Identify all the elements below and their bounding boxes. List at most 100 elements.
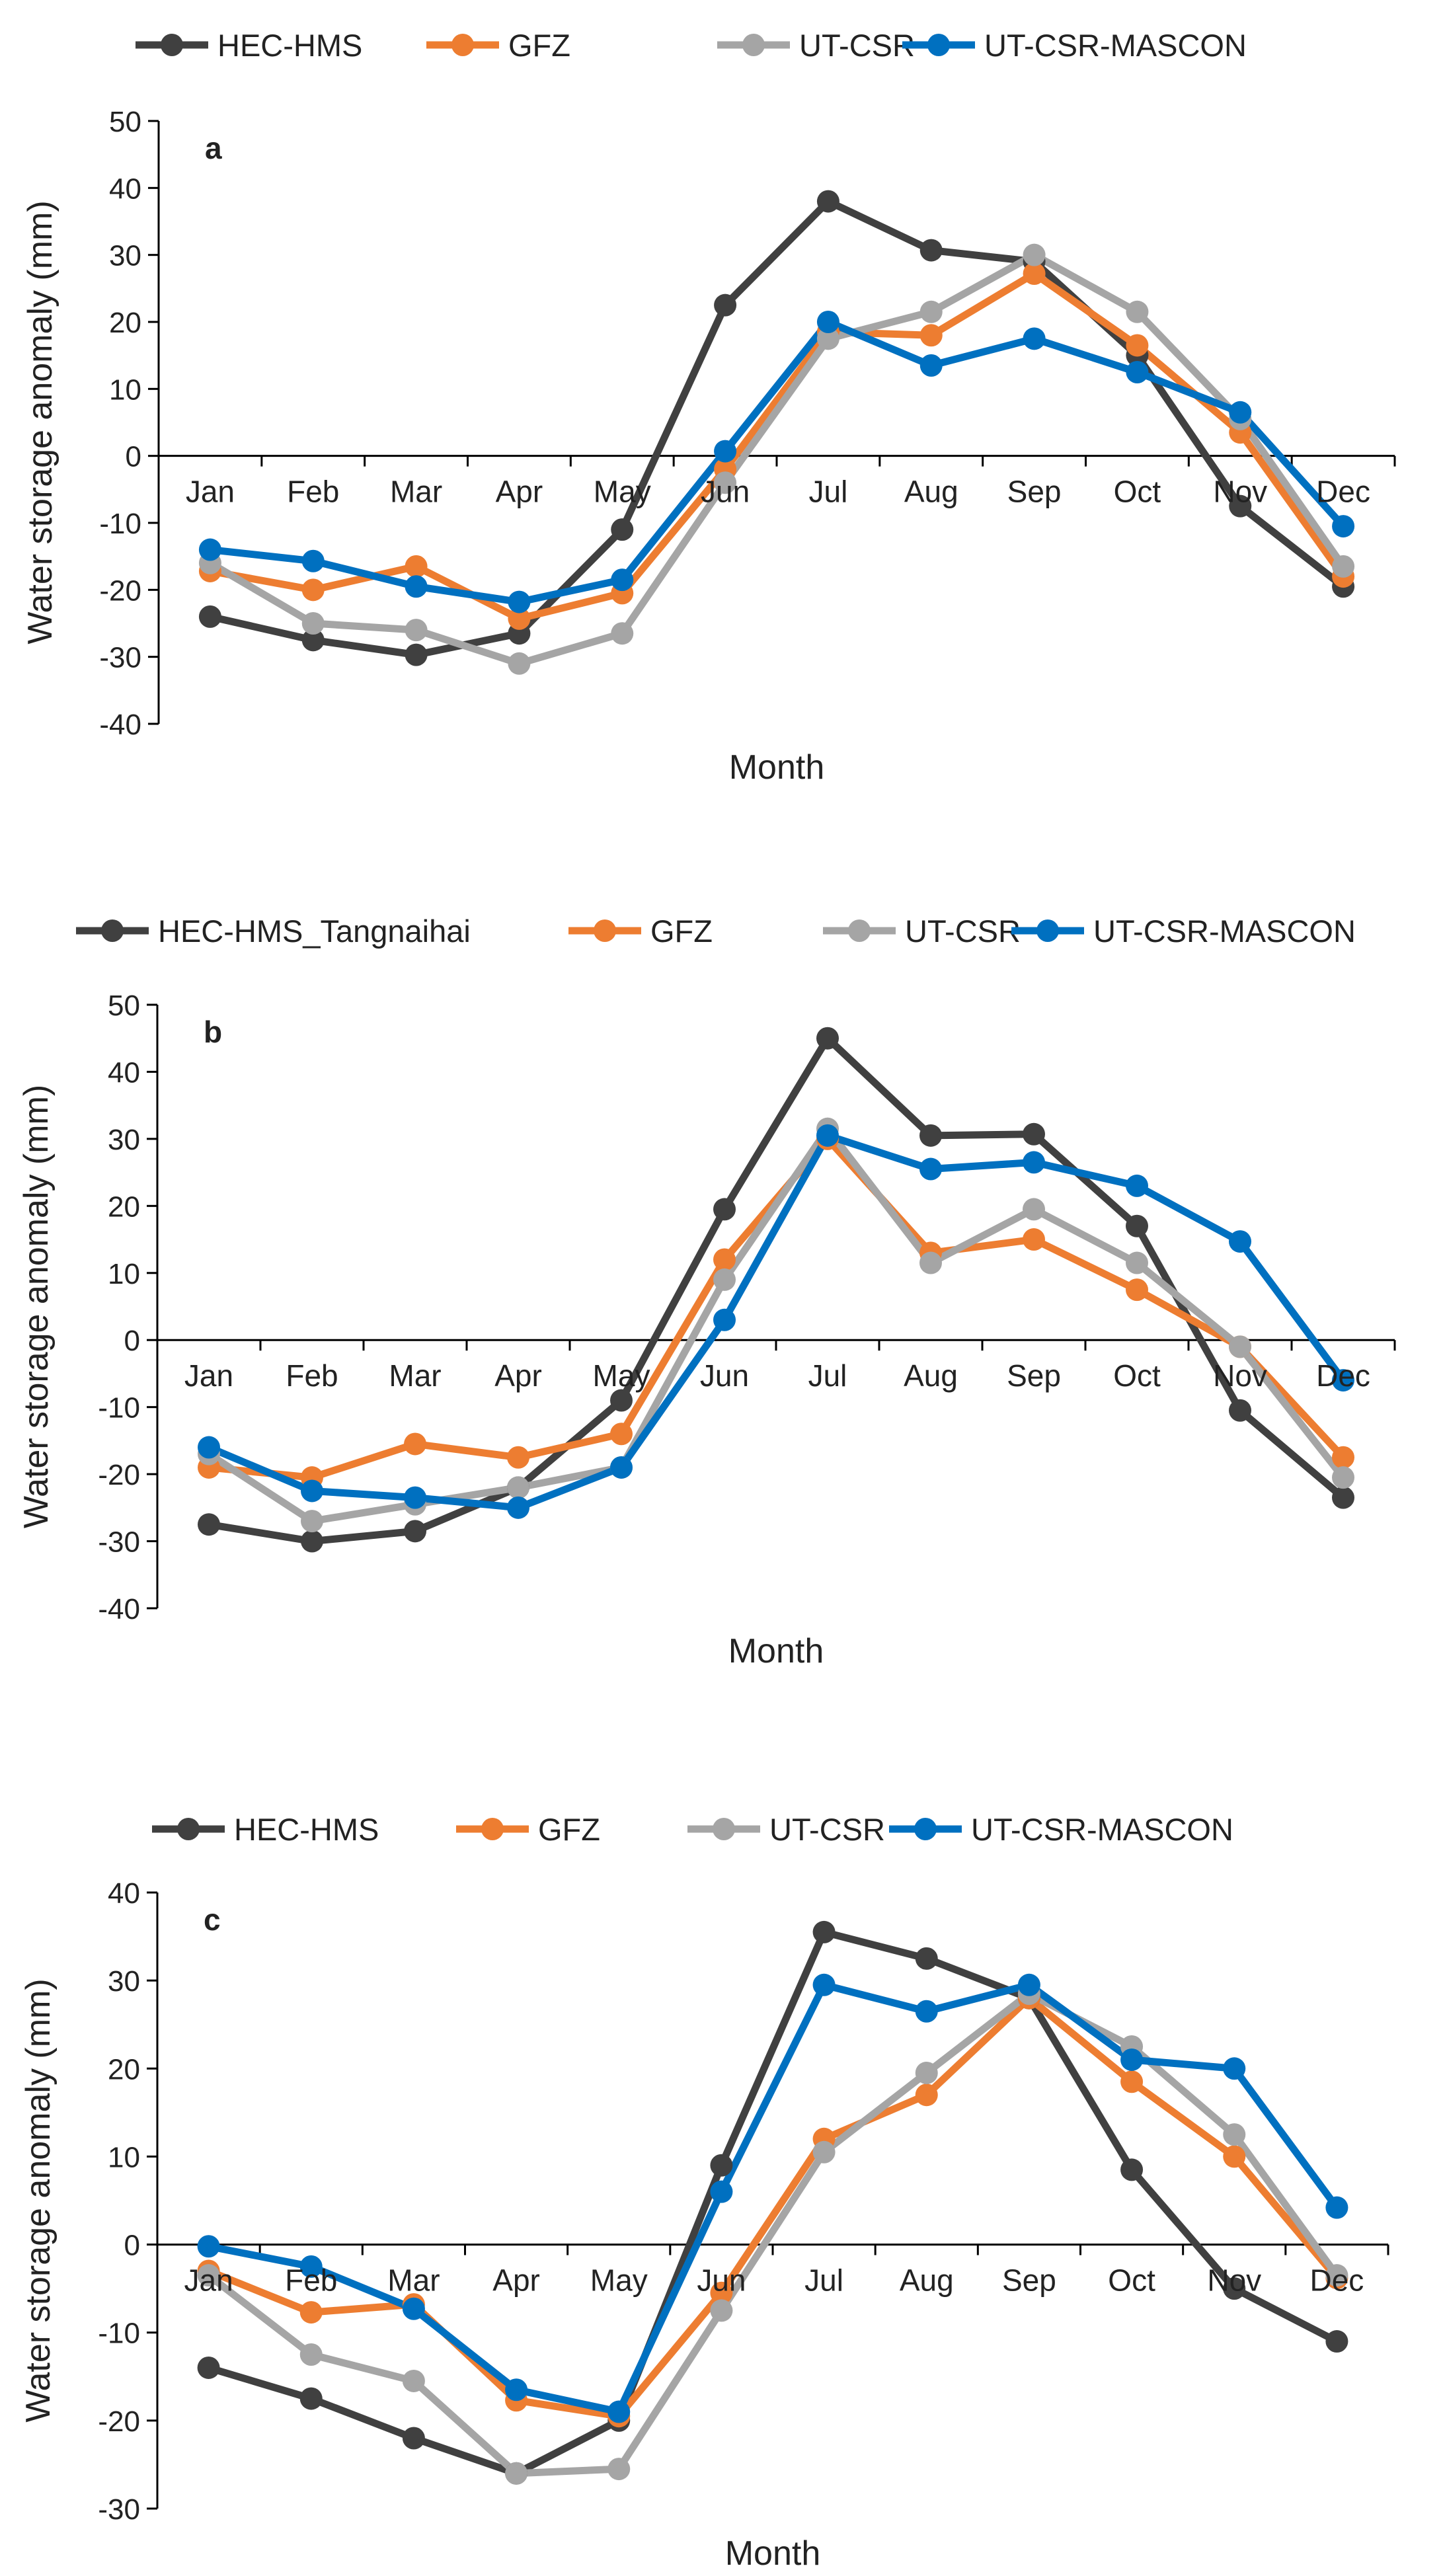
y-tick-label-c: -30 [98, 2493, 140, 2526]
data-point-a-ut-csr-mascon-sep [1023, 327, 1046, 350]
data-point-c-hec-hms-jul [812, 1920, 836, 1943]
series-line-b-gfz [205, 1135, 1347, 1481]
data-point-c-ut-csr-jun [710, 2299, 733, 2322]
data-point-a-ut-csr-may [611, 622, 634, 645]
data-point-a-gfz-oct [1126, 334, 1149, 357]
data-point-c-hec-hms-oct [1120, 2158, 1144, 2181]
y-tick-label-b: -40 [98, 1593, 140, 1625]
data-point-a-ut-csr-mascon-jun [714, 440, 737, 463]
data-point-c-ut-csr-mascon-jul [812, 1973, 836, 1996]
legend-label-b-ut-csr: UT-CSR [905, 914, 1021, 949]
x-tick-label-b: Jul [808, 1358, 847, 1393]
y-tick-label-a: 0 [126, 441, 141, 473]
x-tick-label-b: Nov [1213, 1358, 1267, 1393]
x-axis-title-b: Month [728, 1632, 824, 1670]
data-point-c-hec-hms-aug [915, 1947, 938, 1970]
data-point-b-gfz-mar [404, 1432, 426, 1456]
legend-marker-c-ut-csr-mascon [914, 1818, 937, 1840]
x-tick-label-b: Feb [286, 1358, 338, 1393]
legend-marker-b-gfz [594, 919, 616, 942]
legend-label-a-hec-hms: HEC-HMS [217, 28, 362, 63]
data-point-b-ut-csr-feb [301, 1510, 323, 1533]
x-tick-label-c: Jul [804, 2263, 843, 2298]
data-point-b-hec-hms-tangnaihai-jun [713, 1198, 736, 1221]
x-tick-label-b: Apr [494, 1358, 542, 1393]
data-point-b-hec-hms-tangnaihai-aug [919, 1124, 942, 1147]
data-point-c-ut-csr-jan [197, 2264, 220, 2287]
y-tick-label-a: -40 [99, 709, 141, 741]
data-point-c-hec-hms-mar [402, 2427, 425, 2450]
series-line-a-ut-csr-mascon [206, 318, 1347, 606]
y-tick-label-a: -10 [99, 508, 141, 540]
data-point-c-ut-csr-mascon-oct [1120, 2048, 1144, 2071]
data-point-a-ut-csr-mascon-nov [1229, 401, 1252, 424]
x-tick-label-a: Mar [390, 475, 442, 509]
y-tick-label-b: 40 [108, 1056, 140, 1089]
data-point-b-gfz-sep [1023, 1228, 1045, 1251]
x-tick-label-c: Dec [1310, 2263, 1364, 2298]
legend-label-c-ut-csr-mascon: UT-CSR-MASCON [971, 1812, 1233, 1847]
data-point-c-ut-csr-mascon-feb [299, 2255, 323, 2278]
y-tick-label-b: 50 [108, 990, 140, 1022]
legend-marker-a-ut-csr-mascon [927, 34, 950, 56]
legend-marker-c-ut-csr [713, 1818, 735, 1840]
panel-label-b: b [204, 1015, 222, 1049]
x-tick-label-c: Jun [697, 2263, 746, 2298]
legend-label-b-ut-csr-mascon: UT-CSR-MASCON [1093, 914, 1356, 949]
data-point-b-gfz-oct [1126, 1278, 1148, 1302]
x-tick-label-c: Oct [1108, 2263, 1155, 2298]
y-tick-label-b: -20 [98, 1459, 140, 1491]
data-point-b-ut-csr-mascon-oct [1126, 1174, 1148, 1197]
legend-label-c-gfz: GFZ [538, 1812, 600, 1847]
legend-label-c-hec-hms: HEC-HMS [234, 1812, 379, 1847]
x-tick-label-b: Dec [1316, 1358, 1370, 1393]
data-point-a-hec-hms-nov [1229, 494, 1252, 518]
data-point-b-ut-csr-aug [919, 1251, 942, 1274]
legend-marker-b-ut-csr [848, 919, 871, 942]
data-point-c-ut-csr-apr [505, 2462, 528, 2485]
data-point-c-ut-csr-mascon-apr [505, 2378, 528, 2401]
chart-b-svg: -40 -30 -20 -10 0 10 20 30 40 50 Jan Feb Mar Apr May Ju… [17, 914, 1396, 1670]
y-tick-label-c: 30 [108, 1965, 140, 1998]
data-point-b-ut-csr-apr [507, 1476, 529, 1499]
y-tick-label-b: 10 [108, 1258, 140, 1290]
x-tick-label-b: May [593, 1358, 650, 1393]
data-point-c-ut-csr-mascon-sep [1017, 1973, 1040, 1996]
x-tick-label-c: Sep [1002, 2263, 1056, 2298]
series-line-b-ut-csr-mascon [205, 1132, 1347, 1512]
x-tick-label-c: Nov [1207, 2263, 1261, 2298]
y-tick-label-a: 10 [109, 373, 141, 406]
panel-label-c: c [204, 1902, 221, 1937]
chart-a-svg: -40 -30 -20 -10 0 10 20 30 40 50 Jan Feb Mar Apr May Ju… [21, 28, 1396, 787]
y-tick-label-c: 20 [108, 2053, 140, 2086]
data-point-b-ut-csr-sep [1023, 1198, 1045, 1221]
data-point-c-ut-csr-may [607, 2458, 631, 2481]
series-line-b-ut-csr [205, 1125, 1347, 1525]
y-tick-label-c: 0 [124, 2230, 140, 2262]
data-point-b-ut-csr-mascon-aug [919, 1157, 942, 1181]
data-point-c-ut-csr-mascon-nov [1223, 2057, 1246, 2080]
data-point-a-hec-hms-feb [301, 629, 325, 652]
y-tick-label-a: -30 [99, 642, 141, 674]
x-tick-label-a: Sep [1007, 475, 1062, 509]
data-point-b-ut-csr-mascon-jan [198, 1436, 220, 1459]
data-point-a-ut-csr-mascon-jan [198, 538, 221, 561]
data-point-a-ut-csr-mascon-may [611, 568, 634, 592]
data-point-c-hec-hms-feb [299, 2387, 323, 2410]
data-point-c-ut-csr-mascon-may [607, 2400, 631, 2423]
x-tick-label-b: Sep [1007, 1358, 1061, 1393]
legend-label-c-ut-csr: UT-CSR [769, 1812, 885, 1847]
data-point-a-gfz-mar [405, 555, 428, 578]
data-point-b-ut-csr-mascon-apr [507, 1496, 529, 1519]
data-point-b-ut-csr-dec [1332, 1466, 1354, 1489]
series-line-a-ut-csr [206, 251, 1347, 668]
data-point-b-hec-hms-tangnaihai-sep [1023, 1122, 1045, 1146]
x-tick-label-b: Aug [904, 1358, 958, 1393]
series-line-a-hec-hms [206, 198, 1347, 659]
y-tick-label-a: 40 [109, 173, 141, 205]
legend-marker-a-hec-hms [161, 34, 183, 56]
x-tick-label-c: Jan [184, 2263, 233, 2298]
data-point-b-ut-csr-mascon-dec [1332, 1369, 1354, 1392]
data-point-b-ut-csr-jun [713, 1268, 736, 1291]
chart-panel-b: -40 -30 -20 -10 0 10 20 30 40 50 Jan Feb Mar Apr May Ju… [0, 886, 1443, 1712]
